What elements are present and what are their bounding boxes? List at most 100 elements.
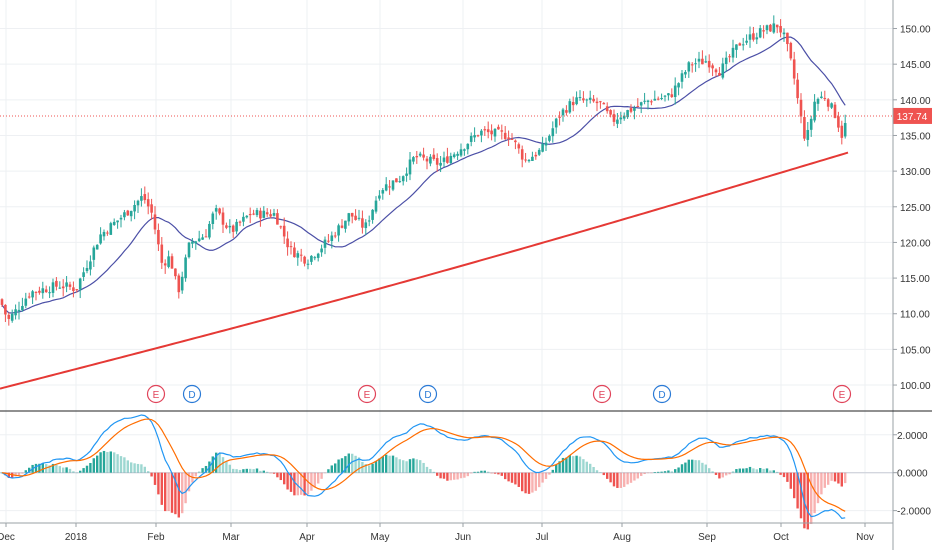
candle-body [466,143,470,150]
candle-body [459,149,463,156]
macd-hist-bar [21,472,24,474]
candle-body [153,214,157,230]
macd-pane [0,414,893,530]
macd-hist-bar [187,472,191,492]
macd-hist-bar [442,472,446,479]
macd-hist-bar [218,452,221,473]
macd-hist-bar [653,472,656,473]
macd-hist-bar [466,472,469,477]
macd-hist-bar [157,472,160,495]
candle-body [548,135,551,141]
candle-body [833,104,837,118]
macd-hist-bar [446,472,449,481]
candle-body [643,100,646,102]
candle-body [17,309,21,312]
macd-hist-bar [116,454,119,473]
candle-body [177,275,181,293]
event-marker [832,384,852,404]
candle-body [327,240,330,242]
macd-hist-bar [279,472,282,481]
candle-body [299,254,303,256]
macd-hist-bar [79,470,82,473]
macd-hist-bar [34,463,38,473]
time-tick-label: Jun [455,532,471,543]
candle-body [714,69,718,73]
macd-hist-bar [606,472,609,479]
macd-hist-bar [395,457,398,473]
event-marker-label: E [839,390,846,401]
macd-hist-bar [572,456,575,473]
macd-hist-bar [41,463,44,473]
candle-body [102,231,106,237]
macd-hist-bar [75,472,78,474]
candle-body [731,47,735,58]
candle-body [245,215,249,218]
candle-body [228,225,232,228]
candle-body [242,216,245,222]
candle-body [527,159,531,162]
candle-body [500,130,504,132]
macd-hist-bar [184,472,187,504]
candle-body [531,156,534,161]
macd-hist-bar [150,472,153,477]
macd-hist-bar [194,472,197,477]
event-marker [418,384,438,404]
macd-hist-bar [534,472,537,491]
macd-hist-bar [283,472,286,485]
macd-hist-bar [4,472,7,476]
macd-hist-bar [89,463,92,473]
macd-hist-bar [238,469,242,473]
candle-body [503,132,507,139]
macd-hist-bar [55,464,58,473]
macd-hist-bar [708,468,711,473]
macd-hist-bar [419,460,422,473]
candle-body [629,108,633,112]
candle-body [493,128,497,137]
candle-body [792,59,796,79]
macd-hist-bar [714,472,718,475]
macd-tick-label: -2.0000 [897,507,931,518]
candle-body [826,99,830,107]
macd-hist-bar [136,463,140,473]
candle-body [180,276,184,291]
macd-hist-bar [126,460,129,473]
candle-body [123,212,126,218]
candle-body [211,213,215,224]
candle-body [0,299,4,305]
candle-body [619,117,623,120]
candle-body [136,200,140,206]
macd-hist-bar [772,470,775,473]
macd-hist-bar [589,463,592,473]
candle-body [463,149,466,151]
candle-body [41,288,45,294]
candle-body [721,63,725,78]
candle-body [133,205,136,212]
candle-body [191,241,194,244]
macd-hist-bar [351,453,354,473]
candle-body [337,225,340,236]
time-tick-label: Dec [0,532,15,543]
macd-hist-bar [133,463,136,473]
candle-body [565,110,568,113]
macd-hist-bar [289,472,293,492]
candle-body [813,101,816,121]
candle-body [507,137,510,140]
macd-hist-bar [779,472,782,475]
candle-body [554,118,558,128]
candle-body [724,57,728,65]
candle-body [840,125,844,138]
candle-body [85,268,89,272]
macd-hist-bar [555,464,558,473]
candle-body [367,220,371,222]
price-tick-label: 110.00 [900,310,930,321]
candle-body [78,278,82,290]
macd-hist-bar [371,463,374,473]
candle-body [7,314,11,319]
macd-hist-bar [85,465,89,473]
candle-body [89,261,92,270]
macd-hist-bar [623,472,626,487]
candle-body [524,159,527,161]
macd-hist-bar [493,472,497,474]
candle-body [806,129,810,140]
